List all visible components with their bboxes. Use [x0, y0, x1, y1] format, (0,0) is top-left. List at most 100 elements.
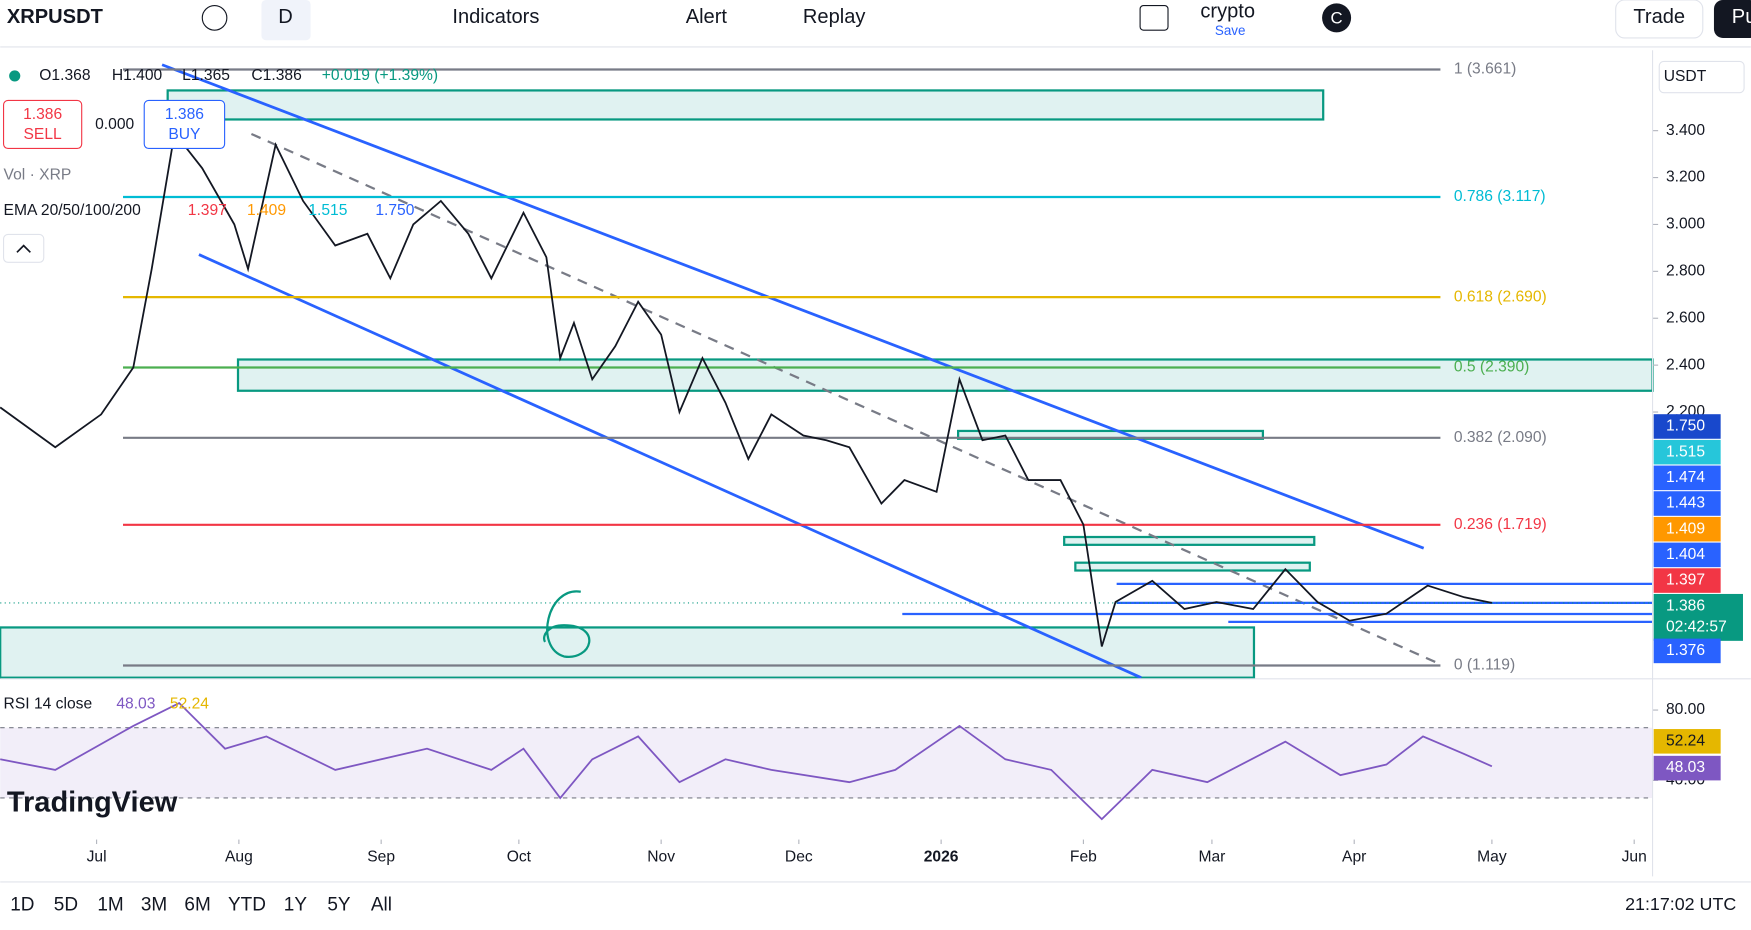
trendline — [250, 132, 1441, 666]
range-button[interactable]: YTD — [228, 894, 266, 915]
sell-price[interactable]: 1.386 — [23, 106, 62, 123]
sell-button[interactable] — [2, 99, 83, 150]
price-badge — [1653, 542, 1721, 568]
collapse-icon[interactable] — [16, 244, 31, 253]
rsi-badge — [1653, 755, 1721, 781]
rsi-badge — [1653, 729, 1721, 754]
add-symbol[interactable] — [201, 5, 228, 31]
replay[interactable]: Replay — [803, 6, 866, 28]
sell[interactable]: SELL — [24, 126, 63, 143]
volume-legend: Vol · XRP — [4, 166, 72, 183]
x-tick-label: Sep — [367, 849, 395, 866]
price-badge — [1653, 439, 1721, 465]
price-badge — [1653, 491, 1721, 516]
fib-label: 0.5 (2.390) — [1454, 359, 1530, 376]
currency-button[interactable] — [1658, 60, 1745, 94]
price-badge — [1653, 593, 1743, 641]
fib-label: 1 (3.661) — [1454, 61, 1517, 78]
price-badge — [1653, 516, 1721, 542]
x-tick-label: Apr — [1342, 849, 1366, 866]
x-tick-label: Dec — [785, 849, 813, 866]
x-tick-label: May — [1477, 849, 1507, 866]
price-label: 1.404 — [1666, 546, 1705, 563]
y-tick-label: 3.200 — [1666, 169, 1705, 186]
range-button[interactable]: 6M — [184, 894, 210, 915]
x-tick-label: Jun — [1622, 849, 1647, 866]
price-label: 1.409 — [1666, 520, 1705, 537]
ema-value: 1.750 — [375, 202, 414, 219]
range-button[interactable]: 1M — [97, 894, 123, 915]
indicators[interactable]: Indicators — [452, 6, 539, 28]
spread: 0.000 — [95, 116, 134, 133]
trendline — [161, 63, 1425, 550]
status-dot — [9, 70, 21, 82]
series-line — [0, 130, 1493, 647]
avatar[interactable]: C — [1331, 8, 1343, 27]
y-tick-label: 3.000 — [1666, 216, 1705, 233]
drawings — [0, 63, 1654, 679]
publish-button[interactable] — [1713, 0, 1751, 38]
y-tick-label: 80.00 — [1666, 701, 1705, 718]
range-button[interactable]: 5Y — [327, 894, 351, 915]
rsi-value-label: 52.24 — [1666, 732, 1705, 749]
x-tick-label: Jul — [87, 849, 107, 866]
range-button[interactable]: 5D — [54, 894, 78, 915]
x-tick-label: Aug — [225, 849, 253, 866]
price-label: 1.376 — [1666, 642, 1705, 659]
fib-label: 0.382 (2.090) — [1454, 429, 1547, 446]
legend-change: +0.019 (+1.39%) — [322, 67, 438, 84]
legend-high: H1.400 — [112, 67, 163, 84]
price-badge — [1653, 638, 1721, 664]
publish[interactable]: Pu — [1732, 6, 1751, 28]
rsi-legend-value: 52.24 — [170, 696, 209, 713]
x-tick-label: Mar — [1198, 849, 1225, 866]
rsi-legend-value: 48.03 — [116, 696, 155, 713]
buy-price[interactable]: 1.386 — [165, 106, 204, 123]
currency[interactable]: USDT — [1664, 68, 1707, 85]
price-label: 1.443 — [1666, 495, 1705, 512]
ema-legend: EMA 20/50/100/200 — [4, 202, 142, 219]
x-tick-label: Oct — [507, 849, 532, 866]
range-button[interactable]: All — [371, 894, 392, 915]
legend-open: O1.368 — [39, 67, 91, 84]
legend-close: C1.386 — [251, 67, 301, 84]
buy-button[interactable] — [143, 99, 226, 150]
y-tick-label: 3.400 — [1666, 122, 1705, 139]
y-tick-label: 2.600 — [1666, 309, 1705, 326]
symbol[interactable]: XRPUSDT — [7, 6, 104, 28]
range-button[interactable]: 1D — [10, 894, 34, 915]
fib-label: 0.236 (1.719) — [1454, 516, 1547, 533]
range-button[interactable]: 3M — [141, 894, 167, 915]
countdown: 02:42:57 — [1666, 619, 1727, 636]
avatar-bg[interactable] — [1322, 3, 1352, 33]
trade-button[interactable] — [1615, 0, 1704, 39]
y-tick-label: 2.400 — [1666, 356, 1705, 373]
price-badge — [1653, 568, 1721, 593]
ema-value: 1.397 — [188, 202, 227, 219]
fib-label: 0.786 (3.117) — [1454, 188, 1546, 205]
fib-label: 0.618 (2.690) — [1454, 288, 1547, 305]
layout-icon[interactable] — [1139, 5, 1169, 31]
trade[interactable]: Trade — [1633, 6, 1685, 28]
x-tick-label: Nov — [647, 849, 675, 866]
alert[interactable]: Alert — [686, 6, 728, 28]
series-line — [0, 701, 1493, 821]
fib-label: 0 (1.119) — [1454, 657, 1515, 674]
clock: 21:17:02 UTC — [1625, 894, 1736, 914]
layout-name[interactable]: crypto — [1200, 1, 1255, 23]
buy[interactable]: BUY — [168, 126, 201, 143]
handwritten-mark — [543, 590, 591, 658]
price-label: 1.397 — [1666, 572, 1705, 589]
interval-button[interactable] — [261, 0, 311, 41]
ema-value: 1.515 — [308, 202, 347, 219]
ema-values: 1.397 1.409 1.515 1.750 — [188, 202, 415, 219]
save[interactable]: Save — [1215, 23, 1246, 38]
rsi-value-label: 48.03 — [1666, 759, 1705, 776]
zone — [1074, 561, 1311, 572]
interval[interactable]: D — [278, 6, 293, 28]
collapse-button[interactable] — [2, 233, 45, 263]
range-button[interactable]: 1Y — [284, 894, 308, 915]
